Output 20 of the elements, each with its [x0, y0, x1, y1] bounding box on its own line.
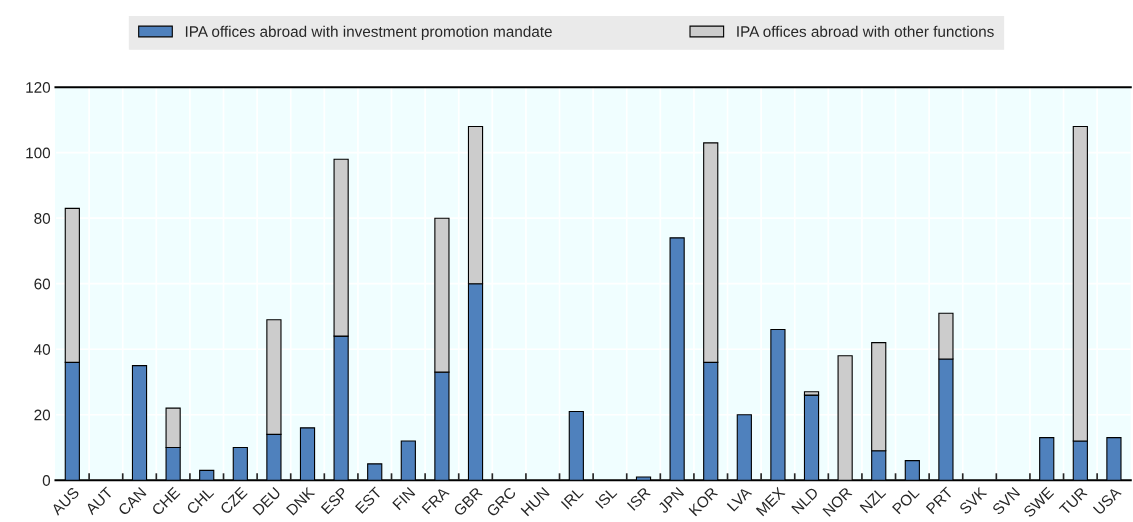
- x-tick-label: POL: [891, 486, 920, 515]
- y-tick-label: 40: [34, 344, 51, 355]
- y-tick-label: 0: [42, 475, 51, 486]
- x-tick-label: TUR: [1058, 486, 1088, 516]
- x-tick-label: CHL: [185, 486, 215, 515]
- x-tick-label: NZL: [859, 486, 887, 514]
- x-tick-label: FIN: [392, 487, 416, 511]
- y-tick-label: 120: [26, 82, 51, 93]
- y-tick-label: 20: [34, 409, 51, 421]
- legend-label: IPA offices abroad with other functions: [737, 25, 994, 37]
- y-tick-label: 100: [26, 147, 51, 159]
- x-tick-label: IRL: [560, 486, 584, 510]
- y-tick-label: 80: [34, 213, 51, 224]
- x-tick-label: FRA: [421, 486, 450, 515]
- x-tick-label: ISR: [626, 486, 651, 511]
- x-tick-label: ISL: [594, 486, 618, 509]
- legend-label: IPA offices abroad with investment promotion mandate: [185, 25, 552, 41]
- x-tick-label: USA: [1092, 486, 1122, 516]
- x-tick-label: LVA: [726, 486, 753, 512]
- y-tick-label: 60: [34, 278, 51, 290]
